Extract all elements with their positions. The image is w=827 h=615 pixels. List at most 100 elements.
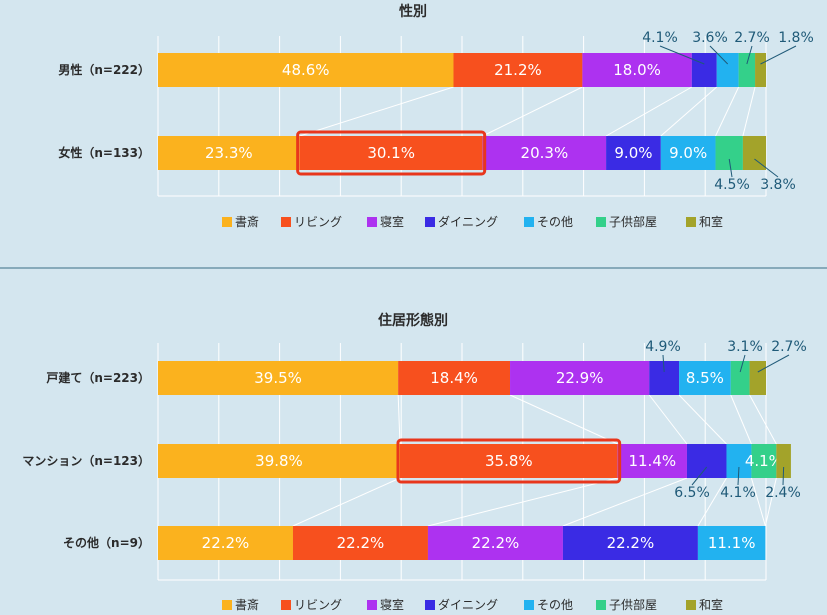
callout-line (709, 45, 729, 65)
bar-value-label: 22.2% (337, 534, 385, 552)
legend-label: その他 (537, 215, 573, 229)
legend-label: リビング (294, 598, 342, 612)
bar-segment (606, 136, 661, 170)
bar-segment (398, 361, 511, 395)
callout-line (728, 158, 733, 178)
bar-segment (158, 53, 454, 87)
legend-label: リビング (294, 215, 342, 229)
callout-line (782, 466, 785, 486)
callout-label: 6.5% (674, 485, 710, 501)
callout-label: 4.1% (720, 485, 756, 501)
callout-label: 1.8% (778, 30, 814, 46)
connector-line (648, 394, 688, 445)
callout-label: 3.6% (692, 30, 728, 46)
callout-line (754, 158, 779, 178)
legend-label: その他 (537, 598, 573, 612)
bar-value-label: 21.2% (494, 61, 542, 79)
bar-value-label: 22.2% (472, 534, 520, 552)
bar-segment (749, 361, 766, 395)
legend-swatch (686, 217, 696, 227)
bar-segment (158, 444, 400, 478)
bar-segment (299, 136, 483, 170)
connector-line (764, 477, 777, 527)
callout-label: 4.1% (642, 30, 678, 46)
bar-segment (660, 136, 716, 170)
bar-value-label: 9.0% (669, 144, 707, 162)
bar-segment (510, 361, 650, 395)
legend-label: 和室 (699, 597, 723, 612)
connector-line (678, 394, 727, 445)
bar-segment (686, 444, 727, 478)
connector-line (749, 394, 777, 445)
legend-swatch (367, 600, 377, 610)
bar-segment (562, 526, 698, 560)
legend-swatch (425, 217, 435, 227)
bar-value-label: 22.2% (607, 534, 655, 552)
legend-swatch (686, 600, 696, 610)
callout-line (737, 466, 740, 486)
callout-line (691, 466, 708, 486)
legend-swatch (222, 217, 232, 227)
connector-line (482, 86, 583, 137)
bar-value-label: 48.6% (282, 61, 330, 79)
connector-line (397, 394, 401, 445)
bar-value-label: 39.5% (254, 369, 302, 387)
callout-line (662, 354, 665, 373)
bar-segment (730, 361, 750, 395)
bar-segment (399, 444, 618, 478)
legend-label: 寝室 (380, 597, 404, 612)
bar-segment (292, 526, 428, 560)
legend-label: 子供部屋 (609, 597, 657, 612)
legend-swatch (596, 600, 606, 610)
callout-label: 2.4% (765, 485, 801, 501)
callout-line (760, 45, 797, 65)
legend-swatch (281, 217, 291, 227)
bar-segment (755, 53, 766, 87)
connector-line (697, 477, 727, 527)
bar-segment (691, 53, 717, 87)
legend-swatch (425, 600, 435, 610)
legend-swatch (524, 600, 534, 610)
connector-line (509, 394, 618, 445)
bar-value-label: 23.3% (205, 144, 253, 162)
category-label: 男性（n=222） (58, 62, 150, 77)
bar-value-label: 18.4% (430, 369, 478, 387)
bar-value-label: 20.3% (521, 144, 569, 162)
bar-value-label: 4.1% (745, 452, 783, 470)
callout-label: 2.7% (771, 339, 807, 355)
legend-label: ダイニング (438, 214, 498, 229)
legend-label: 子供部屋 (609, 214, 657, 229)
callout-label: 3.1% (727, 339, 763, 355)
chart-title: 住居形態別 (378, 312, 448, 329)
bar-segment (697, 526, 766, 560)
legend-label: ダイニング (438, 597, 498, 612)
bar-segment (716, 53, 739, 87)
bar-value-label: 11.1% (708, 534, 756, 552)
legend-swatch (222, 600, 232, 610)
legend-swatch (524, 217, 534, 227)
bar-segment (715, 136, 743, 170)
callout-line (659, 45, 705, 65)
category-label: 戸建て（n=223） (46, 370, 150, 385)
connector-line (660, 86, 718, 137)
connector-line (562, 477, 688, 527)
callout-line (746, 45, 753, 65)
category-label: その他（n=9） (63, 535, 150, 550)
bar-value-label: 11.4% (628, 452, 676, 470)
connector-line (427, 477, 618, 527)
highlight-box (396, 438, 622, 484)
bar-segment (738, 53, 756, 87)
bar-value-label: 35.8% (485, 452, 533, 470)
bar-segment (751, 444, 777, 478)
bar-segment (776, 444, 791, 478)
bar-segment (427, 526, 563, 560)
connector-line (292, 477, 401, 527)
connector-line (299, 86, 454, 137)
legend-label: 書斎 (235, 214, 259, 229)
bar-segment (482, 136, 607, 170)
bar-value-label: 22.9% (556, 369, 604, 387)
bar-value-label: 18.0% (613, 61, 661, 79)
callout-label: 4.5% (714, 177, 750, 193)
bar-segment (742, 136, 766, 170)
